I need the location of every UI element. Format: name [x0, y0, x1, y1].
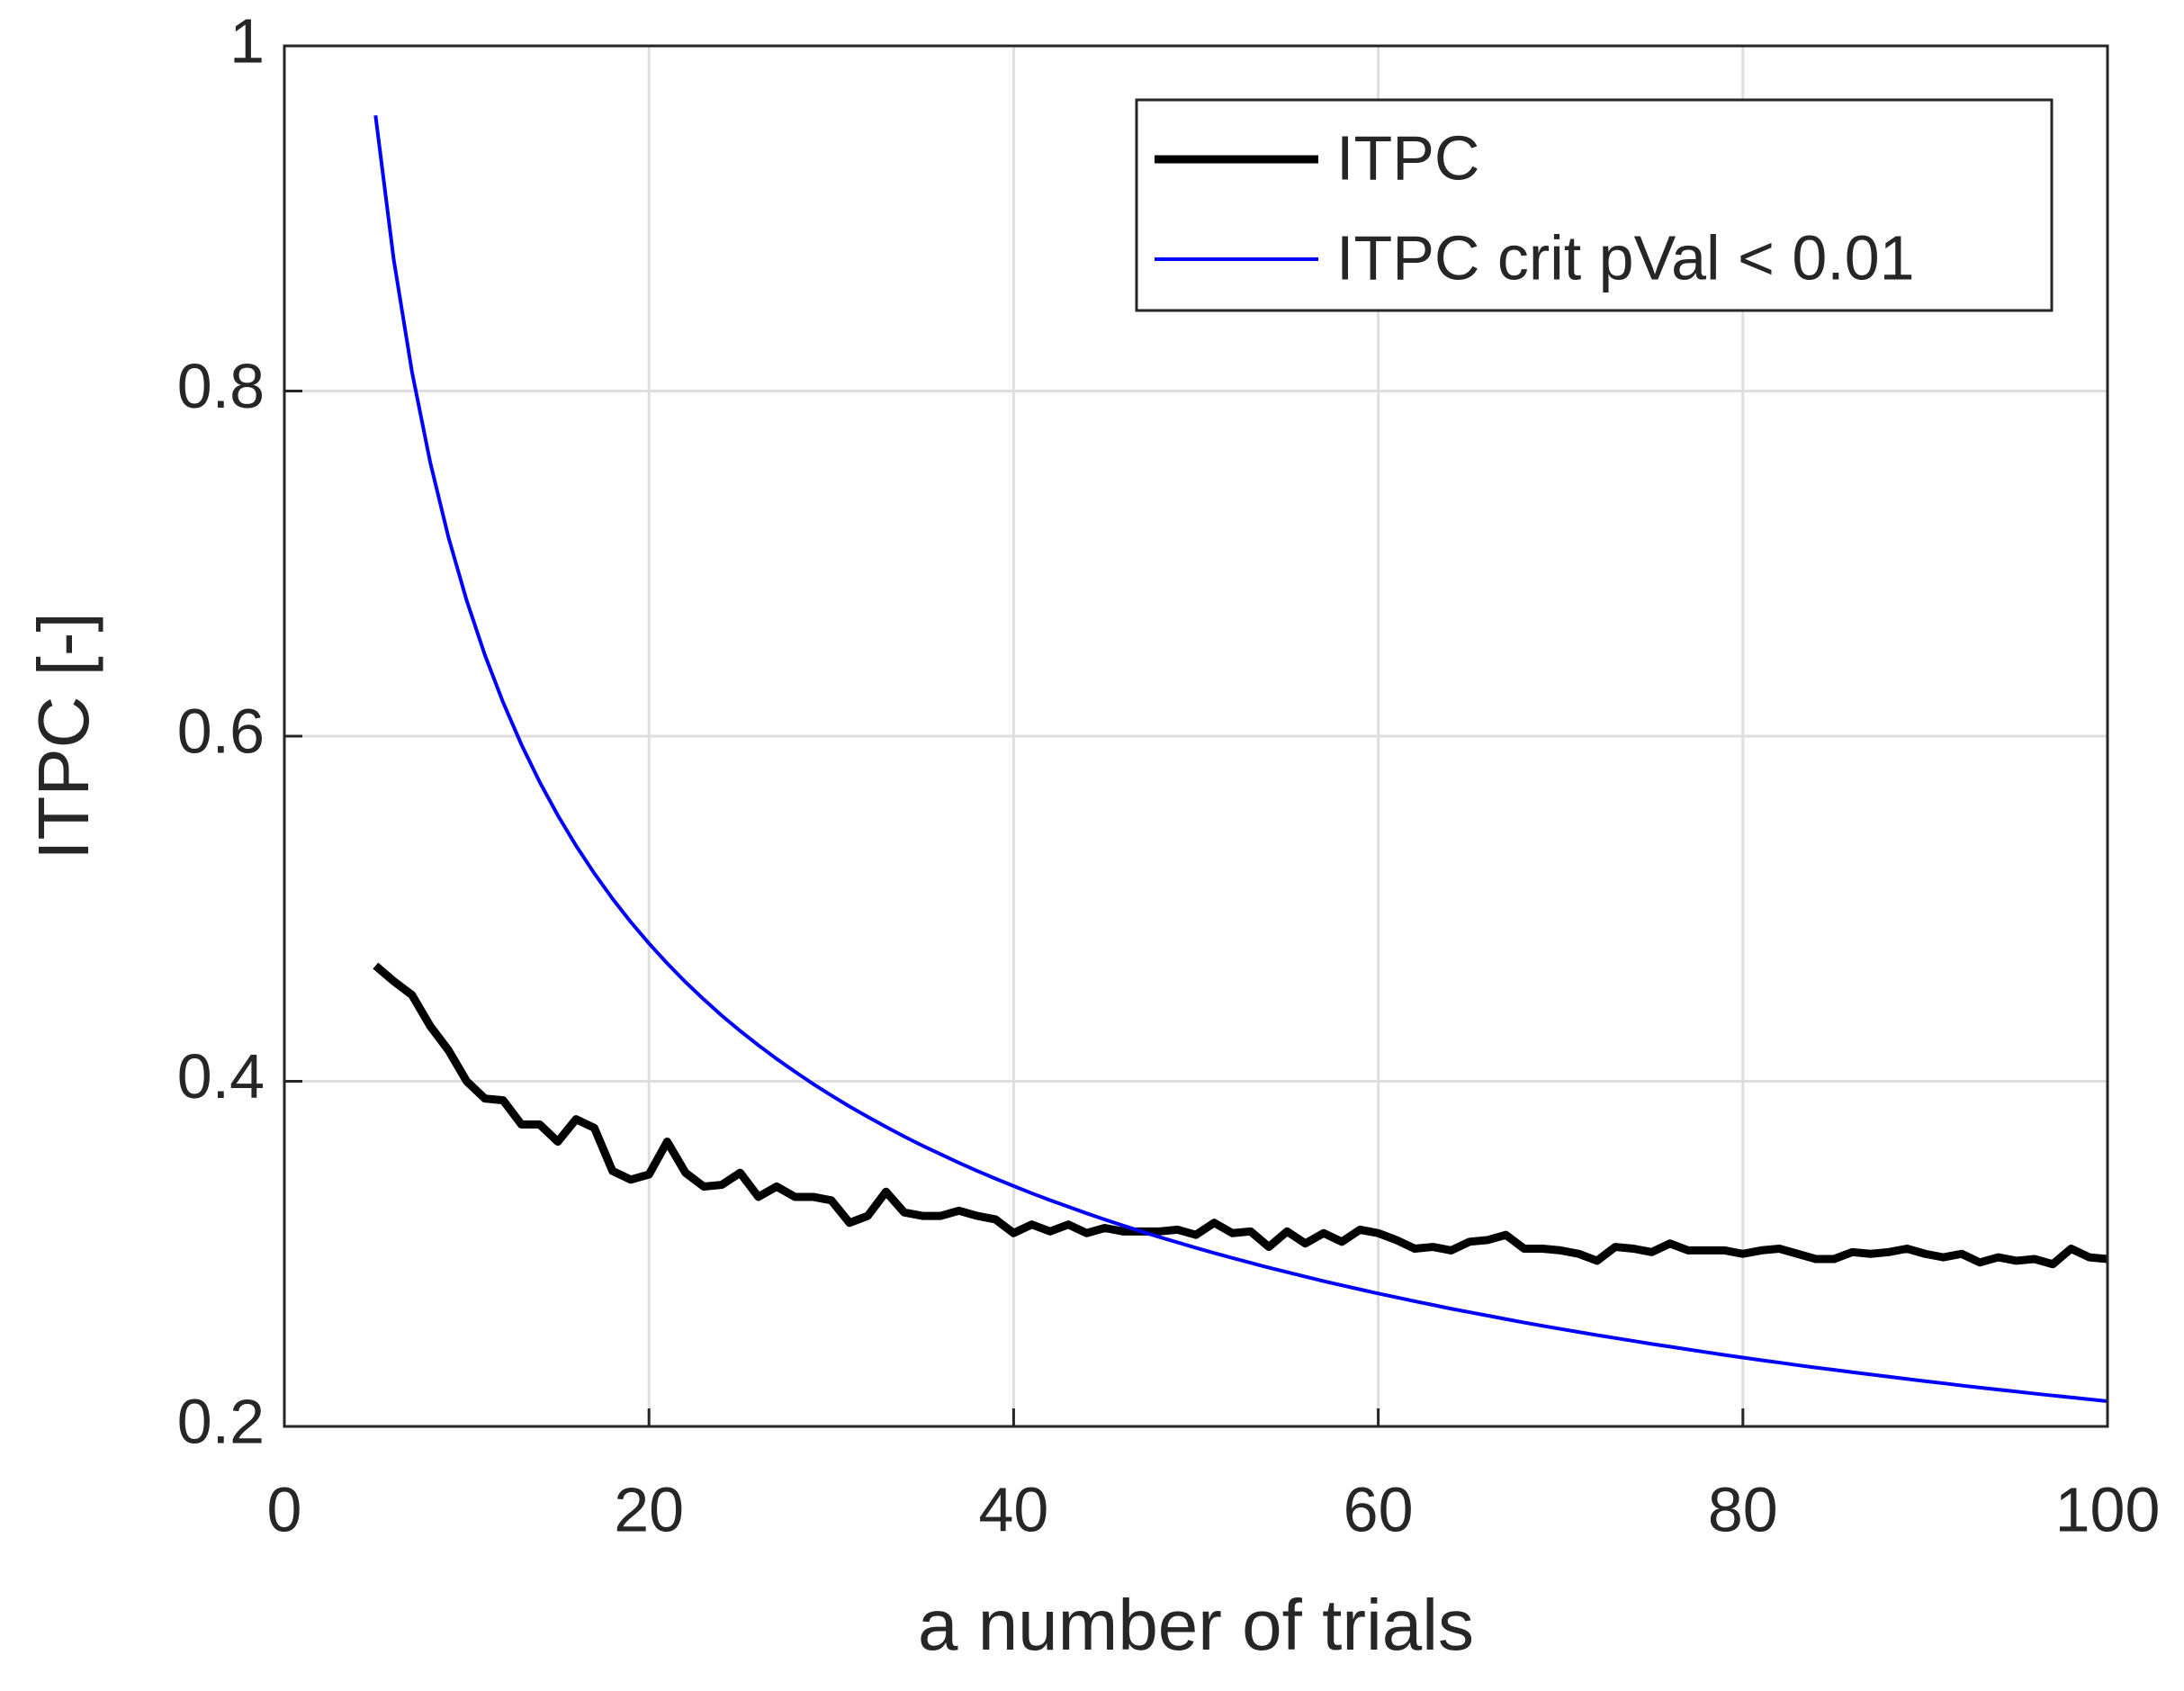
x-tick-label: 0	[267, 1474, 302, 1544]
ticks: 0 20 40 60 80 100 0.2 0.4 0.6 0.8 1	[177, 5, 2161, 1544]
x-tick-label: 80	[1708, 1474, 1778, 1544]
y-tick-label: 0.2	[177, 1386, 265, 1456]
series-line	[373, 962, 2108, 1269]
x-tick-label: 60	[1344, 1474, 1414, 1544]
legend-label: ITPC	[1336, 122, 1479, 193]
y-tick-label: 1	[229, 5, 265, 76]
plot-lines	[373, 115, 2108, 1403]
x-tick-label: 40	[978, 1474, 1048, 1544]
y-tick-label: 0.8	[177, 351, 265, 421]
legend-box	[1135, 98, 2054, 312]
series-line	[373, 115, 2108, 1403]
x-tick-label: 100	[2055, 1474, 2161, 1544]
legend: ITPC ITPC crit pVal < 0.01	[1135, 98, 2054, 312]
y-axis-label: ITPC [-]	[23, 612, 103, 860]
y-tick-label: 0.4	[177, 1041, 265, 1111]
legend-label: ITPC crit pVal < 0.01	[1336, 222, 1915, 292]
x-tick-label: 20	[614, 1474, 684, 1544]
y-tick-label: 0.6	[177, 696, 265, 766]
x-axis-label: a number of trials	[918, 1585, 1474, 1665]
